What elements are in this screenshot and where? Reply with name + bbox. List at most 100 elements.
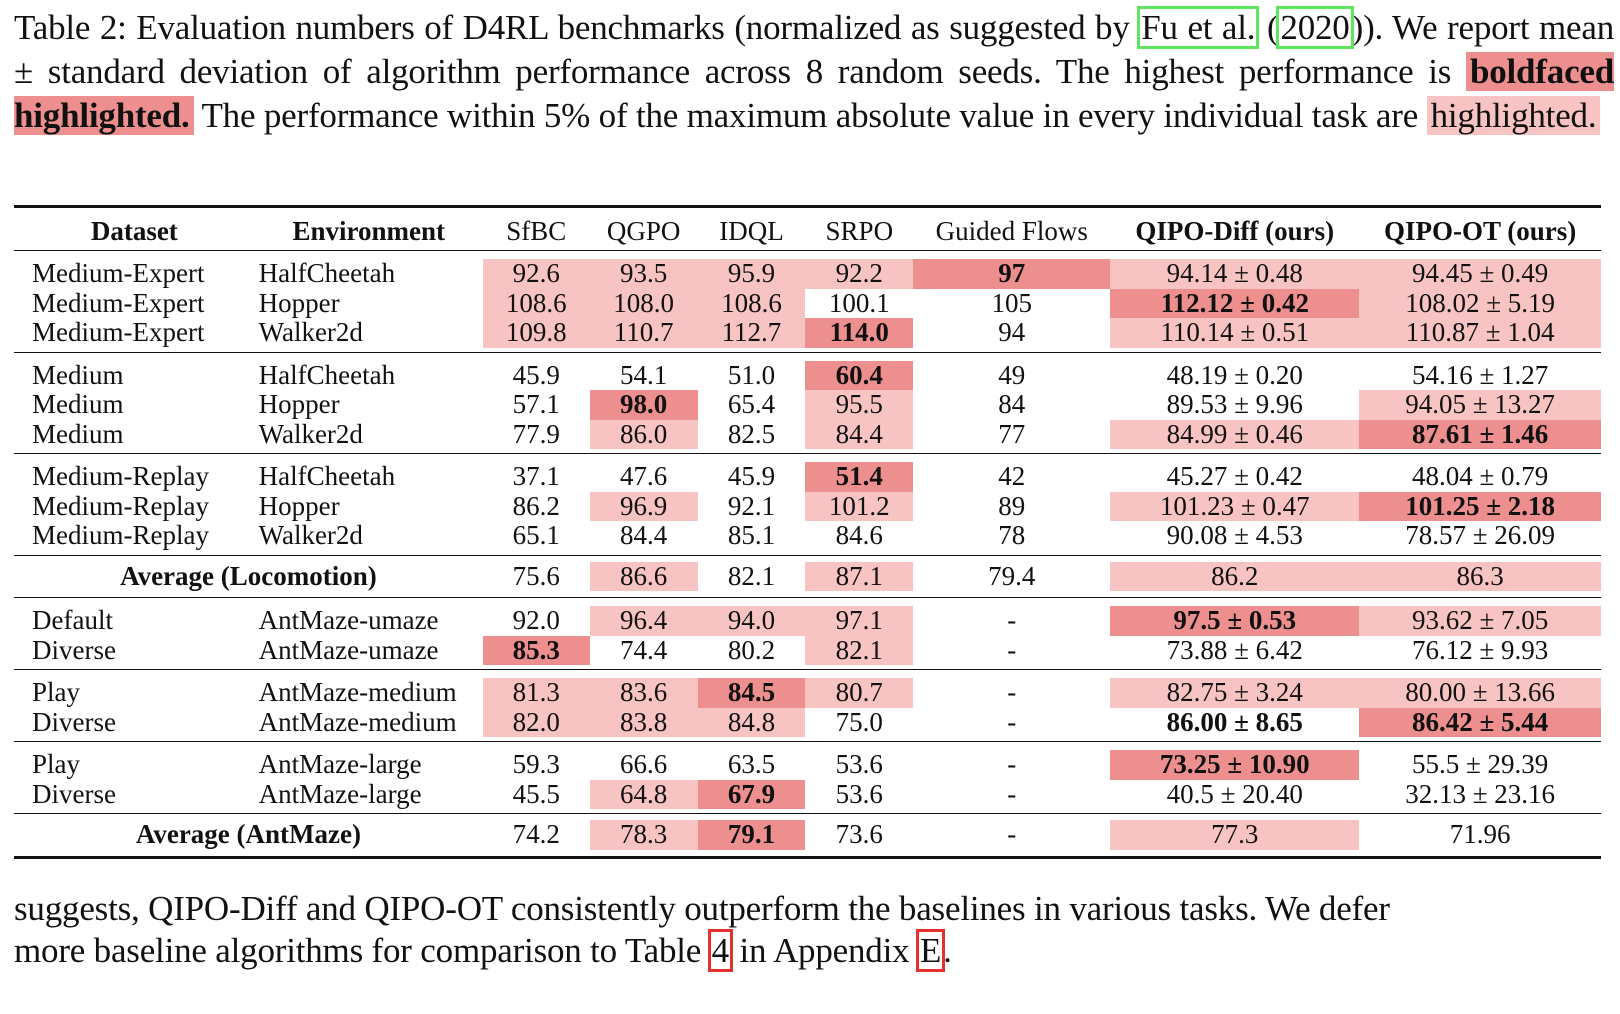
caption-text: The performance within 5% of the maximum… [193, 96, 1427, 135]
score-value: 37.1 [512, 461, 560, 491]
score-cell: 48.19 ± 0.20 [1110, 352, 1359, 390]
score-value: 45.5 [512, 778, 560, 809]
score-cell: 101.2 [805, 491, 914, 521]
score-value: 47.6 [619, 461, 668, 491]
score-value: 83.8 [589, 707, 698, 737]
score-cell: 45.9 [483, 352, 590, 390]
score-value: 78.3 [589, 819, 698, 850]
score-cell: 84 [913, 389, 1110, 420]
score-value: 86.2 [1110, 561, 1360, 591]
score-value: 75.6 [512, 560, 560, 591]
score-value: - [1007, 749, 1017, 779]
score-value: 86.6 [589, 561, 698, 591]
score-value: 108.6 [697, 288, 806, 318]
score-cell: 40.5 ± 20.40 [1110, 779, 1359, 814]
score-value: 89 [998, 490, 1026, 521]
body-text-line: more baseline algorithms for comparison … [14, 929, 1614, 972]
score-value: 82.1 [727, 560, 776, 591]
citation-year-link[interactable]: 2020 [1276, 6, 1354, 49]
score-value: - [1007, 677, 1017, 707]
score-cell: 86.42 ± 5.44 [1359, 707, 1601, 742]
dataset-cell: Medium-Replay [32, 520, 209, 550]
score-value: 114.0 [805, 317, 914, 348]
header-cell: IDQL [719, 215, 784, 246]
score-cell: 109.8 [482, 317, 590, 352]
score-value: 92.2 [805, 258, 914, 289]
score-value: 78 [998, 520, 1026, 550]
score-cell: 64.8 [589, 779, 698, 814]
score-value: 93.62 ± 7.05 [1359, 605, 1601, 636]
table-ref-link[interactable]: 4 [707, 929, 734, 972]
light-highlight-legend: highlighted. [1426, 96, 1601, 135]
score-cell: 92.2 [805, 251, 914, 289]
score-cell: 53.6 [805, 742, 913, 780]
score-cell: 76.12 ± 9.93 [1359, 635, 1601, 670]
table-row: Play AntMaze-medium 81.3 83.6 84.5 80.7 - 82.75… [14, 669, 1601, 708]
score-value: 101.25 ± 2.18 [1359, 491, 1601, 521]
score-value: 112.7 [697, 317, 806, 348]
score-value: 94.05 ± 13.27 [1359, 389, 1601, 420]
score-cell: - [913, 779, 1110, 814]
dataset-cell: Medium-Replay [32, 461, 209, 491]
score-cell: 84.5 [697, 670, 806, 708]
score-value: 71.96 [1449, 819, 1511, 849]
score-cell: 81.3 [482, 670, 590, 708]
score-value: 84.4 [805, 419, 914, 449]
score-value: 60.4 [805, 360, 914, 390]
score-value: 92.0 [512, 605, 560, 635]
score-value: 82.75 ± 3.24 [1110, 677, 1360, 708]
score-cell: - [913, 598, 1110, 636]
dataset-cell: Medium-Expert [32, 317, 205, 347]
score-cell: 78.57 ± 26.09 [1359, 520, 1601, 555]
average-row: Average (AntMaze) 74.2 78.3 79.1 73.6 - 77.3 71… [14, 813, 1601, 857]
score-cell: 74.4 [590, 635, 698, 670]
score-cell: 92.1 [698, 491, 806, 522]
dataset-cell: Medium [32, 359, 124, 390]
table-row: Medium-Expert Hopper 108.6 108.0 108.6 100.1 1… [14, 287, 1601, 319]
score-cell: 49 [913, 352, 1110, 390]
dataset-cell: Medium-Expert [32, 287, 205, 318]
score-cell: - [913, 635, 1110, 670]
score-cell: 54.16 ± 1.27 [1359, 352, 1601, 390]
body-text: suggests, QIPO-Diff and QIPO-OT consiste… [14, 888, 1614, 972]
score-value: 112.12 ± 0.42 [1110, 288, 1360, 318]
dataset-cell: Play [32, 749, 81, 779]
appendix-ref-link[interactable]: E [915, 929, 946, 972]
score-cell: 108.0 [589, 288, 698, 318]
score-value: 110.7 [589, 317, 698, 348]
body-text-fragment: . [943, 931, 952, 970]
score-value: 81.3 [482, 677, 590, 708]
environment-cell: HalfCheetah [258, 359, 396, 390]
score-value: 54.16 ± 1.27 [1411, 359, 1549, 390]
caption-text: Table 2: Evaluation numbers of D4RL benc… [14, 8, 1140, 47]
table-row: Diverse AntMaze-large 45.5 64.8 67.9 53.6 - 40.… [14, 778, 1601, 814]
score-value: 101.2 [805, 491, 914, 521]
score-cell: 110.14 ± 0.51 [1110, 317, 1360, 352]
score-value: 84.4 [619, 520, 668, 550]
score-value: 77.9 [512, 418, 560, 449]
citation-author-link[interactable]: Fu et al. [1137, 6, 1260, 49]
body-text-line: suggests, QIPO-Diff and QIPO-OT consiste… [14, 889, 1390, 928]
environment-cell: Hopper [258, 389, 340, 419]
score-cell: 97.5 ± 0.53 [1110, 598, 1360, 636]
score-cell: 48.04 ± 0.79 [1359, 454, 1601, 492]
score-cell: 77 [913, 419, 1110, 454]
score-value: 48.04 ± 0.79 [1411, 461, 1549, 491]
score-cell: 82.0 [482, 707, 590, 742]
score-value: 53.6 [835, 749, 883, 779]
table-row: Medium HalfCheetah 45.9 54.1 51.0 60.4 49 48.19… [14, 352, 1601, 390]
score-cell: 96.4 [589, 598, 698, 636]
score-value: 55.5 ± 29.39 [1411, 749, 1549, 779]
score-value: 96.4 [589, 605, 698, 636]
score-value: 79.1 [697, 819, 806, 850]
score-value: 80.7 [805, 677, 914, 708]
score-value: 45.27 ± 0.42 [1166, 461, 1303, 491]
score-value: 110.87 ± 1.04 [1359, 317, 1601, 348]
score-cell: 105 [913, 288, 1110, 319]
score-cell: 45.9 [698, 454, 806, 492]
score-value: 78.57 ± 26.09 [1405, 520, 1556, 550]
score-value: 32.13 ± 23.16 [1405, 778, 1556, 809]
score-cell: 90.08 ± 4.53 [1110, 520, 1359, 555]
score-cell: 110.87 ± 1.04 [1359, 317, 1601, 352]
score-cell: 82.1 [805, 635, 914, 670]
